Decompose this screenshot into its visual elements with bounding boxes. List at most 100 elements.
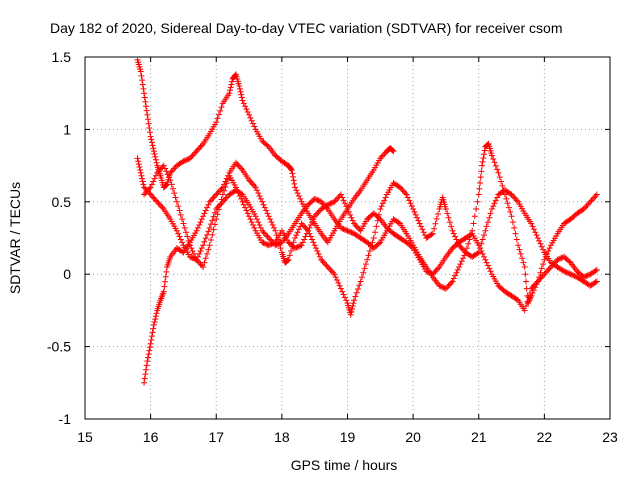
- data-point: [261, 240, 268, 247]
- data-point: [445, 282, 452, 289]
- data-point: [145, 116, 151, 123]
- data-point: [348, 308, 355, 315]
- data-point: [219, 191, 226, 198]
- data-point: [294, 243, 301, 250]
- x-tick-label: 21: [471, 429, 487, 445]
- data-point: [252, 213, 259, 220]
- data-point: [179, 239, 186, 246]
- data-point: [572, 273, 579, 280]
- data-point: [309, 219, 316, 226]
- data-point: [185, 237, 192, 244]
- data-point: [487, 268, 494, 275]
- data-point: [141, 94, 148, 101]
- data-point: [452, 233, 459, 240]
- data-point: [136, 164, 143, 171]
- data-point: [259, 227, 266, 234]
- data-point: [593, 266, 600, 273]
- data-point: [592, 193, 599, 200]
- data-point: [313, 196, 319, 203]
- data-point: [515, 242, 522, 249]
- data-point: [580, 206, 587, 213]
- data-point: [176, 233, 183, 240]
- data-point: [458, 258, 465, 265]
- data-point: [142, 98, 149, 105]
- data-point: [248, 179, 255, 186]
- data-point: [448, 223, 455, 230]
- data-point: [147, 133, 154, 140]
- data-point: [135, 161, 142, 168]
- data-point: [561, 268, 568, 275]
- data-point: [403, 191, 410, 198]
- data-point: [201, 238, 208, 245]
- data-point: [298, 242, 305, 249]
- data-point: [378, 203, 385, 210]
- data-point: [554, 256, 561, 263]
- data-point: [334, 276, 340, 283]
- data-point: [183, 157, 190, 164]
- data-point: [563, 269, 570, 276]
- data-point: [446, 281, 453, 288]
- data-point: [486, 265, 493, 272]
- data-point: [484, 262, 491, 269]
- data-point: [243, 207, 250, 214]
- data-point: [152, 172, 159, 179]
- data-point: [568, 271, 575, 278]
- data-point: [151, 195, 158, 202]
- data-point: [580, 274, 587, 281]
- chart-title: Day 182 of 2020, Sidereal Day-to-day VTE…: [50, 20, 563, 36]
- data-point: [445, 214, 452, 221]
- data-point: [171, 165, 178, 172]
- data-point: [144, 358, 151, 365]
- data-point: [343, 203, 350, 210]
- data-point: [397, 184, 403, 191]
- data-point: [592, 279, 599, 286]
- data-point: [332, 197, 339, 204]
- data-point: [478, 240, 485, 247]
- data-point: [149, 142, 156, 149]
- data-point: [521, 307, 528, 314]
- data-point: [528, 292, 535, 299]
- data-point: [586, 271, 592, 278]
- data-point: [483, 223, 490, 230]
- data-point: [295, 193, 302, 200]
- data-point: [327, 266, 334, 273]
- data-point: [141, 90, 148, 97]
- data-point: [533, 232, 540, 239]
- data-point: [301, 236, 308, 243]
- data-point: [147, 340, 154, 347]
- data-point: [259, 239, 266, 246]
- data-point: [424, 268, 431, 275]
- data-point: [544, 250, 550, 257]
- data-point: [314, 210, 321, 217]
- data-point: [583, 272, 590, 279]
- data-point: [331, 198, 338, 205]
- data-point: [475, 191, 482, 198]
- data-point: [265, 235, 272, 241]
- data-point: [235, 162, 242, 169]
- data-point: [253, 187, 260, 194]
- data-point: [415, 217, 422, 224]
- data-point: [163, 268, 170, 275]
- data-point: [491, 159, 498, 166]
- data-point: [141, 375, 148, 382]
- data-point: [188, 254, 195, 261]
- data-point: [294, 229, 301, 236]
- data-point: [143, 362, 150, 369]
- data-point: [145, 120, 152, 127]
- data-point: [513, 236, 520, 243]
- data-point: [537, 275, 544, 282]
- data-point: [209, 217, 216, 224]
- data-point: [341, 226, 348, 233]
- data-point: [198, 262, 205, 269]
- data-point: [141, 184, 148, 191]
- data-point: [544, 268, 550, 275]
- data-point: [166, 174, 172, 181]
- data-point: [509, 219, 516, 226]
- data-point: [183, 229, 190, 236]
- data-point: [416, 220, 423, 227]
- data-point: [251, 182, 258, 189]
- data-point: [352, 221, 359, 228]
- data-point: [292, 184, 298, 191]
- data-point: [310, 216, 317, 223]
- data-point: [291, 180, 298, 187]
